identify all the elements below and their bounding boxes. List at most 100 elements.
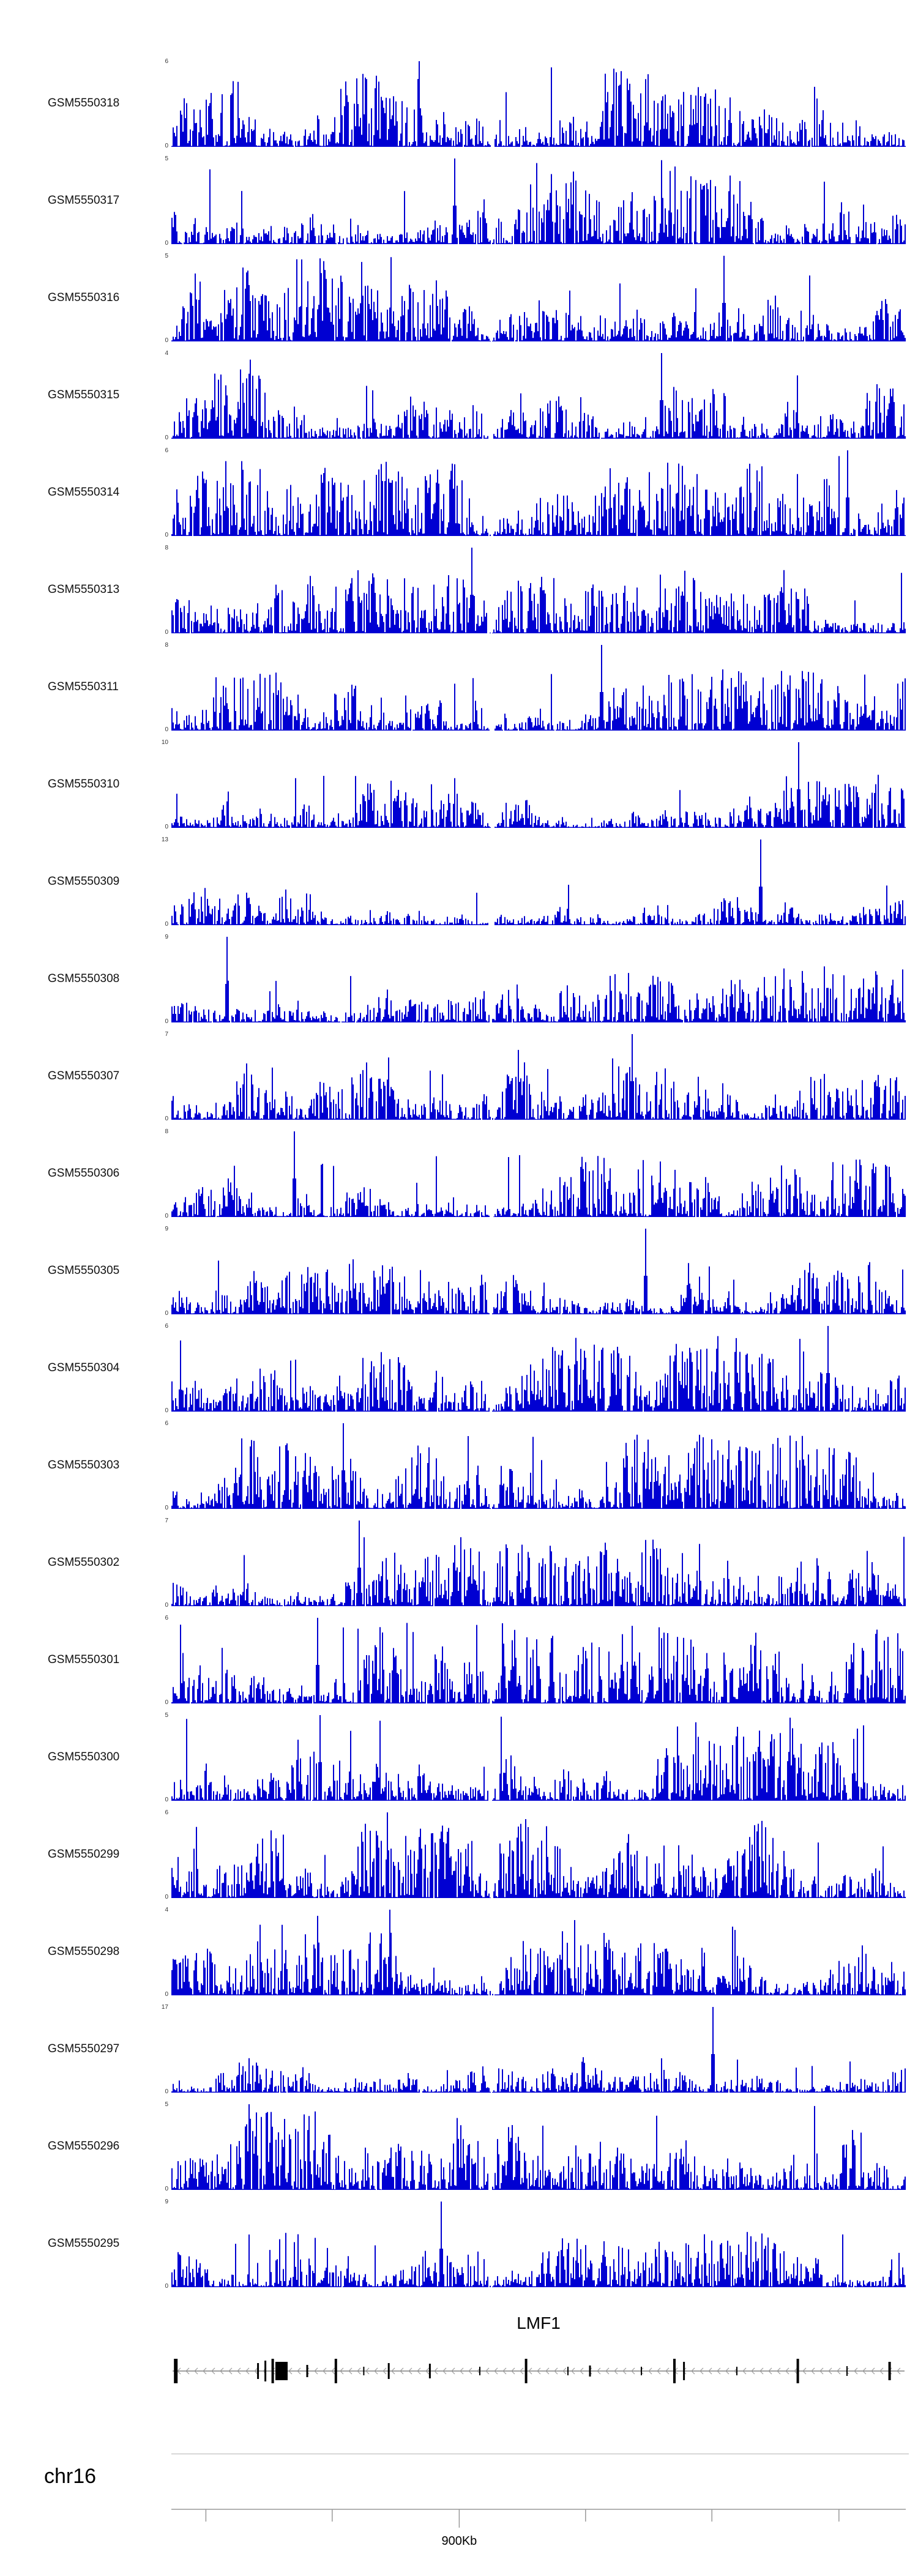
coverage-track: GSM5550314 6 0 xyxy=(0,448,918,548)
coverage-signal xyxy=(171,353,906,439)
coverage-signal xyxy=(171,61,906,147)
gene-name-label: LMF1 xyxy=(517,2314,561,2332)
coverage-signal xyxy=(171,742,906,828)
gene-annotation-track: LMF1 xyxy=(171,2310,906,2402)
coverage-track: GSM5550316 5 0 xyxy=(0,253,918,353)
y-axis-min-label: 0 xyxy=(165,629,168,636)
track-label: GSM5550310 xyxy=(48,778,120,791)
y-axis-min-label: 0 xyxy=(165,2088,168,2095)
exon-box xyxy=(264,2361,267,2381)
y-axis-max-label: 5 xyxy=(165,1712,168,1719)
y-axis-max-label: 9 xyxy=(165,1226,168,1232)
chromosome-label: chr16 xyxy=(44,2465,97,2488)
coverage-track: GSM5550298 4 0 xyxy=(0,1907,918,2007)
coverage-track: GSM5550297 17 0 xyxy=(0,2004,918,2104)
track-label: GSM5550300 xyxy=(48,1751,120,1763)
y-axis-min-label: 0 xyxy=(165,1699,168,1706)
exon-box xyxy=(363,2367,365,2375)
coverage-signal xyxy=(171,158,906,244)
track-label: GSM5550317 xyxy=(48,194,120,207)
coverage-track: GSM5550309 13 0 xyxy=(0,837,918,937)
coverage-track: GSM5550300 5 0 xyxy=(0,1713,918,1812)
exon-box xyxy=(673,2359,676,2383)
track-label: GSM5550302 xyxy=(48,1556,120,1569)
coverage-signal xyxy=(171,1618,906,1703)
coverage-signal xyxy=(171,2104,906,2190)
y-axis-max-label: 5 xyxy=(165,2101,168,2108)
track-label: GSM5550296 xyxy=(48,2140,120,2153)
y-axis-max-label: 17 xyxy=(161,2004,168,2011)
exon-box xyxy=(796,2359,799,2383)
track-label: GSM5550314 xyxy=(48,486,120,499)
y-axis-min-label: 0 xyxy=(165,824,168,830)
y-axis-max-label: 8 xyxy=(165,1128,168,1135)
exon-box xyxy=(524,2359,528,2383)
coverage-signal xyxy=(171,1812,906,1898)
exon-box xyxy=(479,2367,480,2375)
exon-box xyxy=(736,2367,737,2375)
coverage-signal xyxy=(171,256,906,341)
coverage-track: GSM5550317 5 0 xyxy=(0,156,918,256)
y-axis-max-label: 9 xyxy=(165,934,168,940)
coverage-plot: 13 0 xyxy=(162,837,906,928)
y-axis-min-label: 0 xyxy=(165,726,168,733)
track-label: GSM5550315 xyxy=(48,389,120,401)
exon-box xyxy=(334,2359,337,2383)
y-axis-max-label: 10 xyxy=(161,739,168,746)
coverage-track: GSM5550305 9 0 xyxy=(0,1226,918,1326)
y-axis-min-label: 0 xyxy=(165,2186,168,2192)
exon-box xyxy=(428,2364,431,2378)
track-label: GSM5550311 xyxy=(48,680,119,693)
track-label: GSM5550298 xyxy=(48,1945,120,1958)
y-axis-max-label: 4 xyxy=(165,350,168,357)
gene-structure xyxy=(171,2347,906,2395)
exon-box xyxy=(271,2359,274,2383)
exon-box xyxy=(683,2362,685,2380)
y-axis-max-label: 7 xyxy=(165,1517,168,1524)
track-label: GSM5550304 xyxy=(48,1361,120,1374)
y-axis-min-label: 0 xyxy=(165,1602,168,1609)
coverage-signal xyxy=(171,1034,906,1120)
ruler-ticks-svg xyxy=(171,2509,906,2528)
track-label: GSM5550305 xyxy=(48,1264,120,1277)
track-label: GSM5550318 xyxy=(48,97,120,110)
exon-box xyxy=(174,2359,178,2383)
y-axis-max-label: 9 xyxy=(165,2198,168,2205)
coverage-track: GSM5550315 4 0 xyxy=(0,351,918,450)
y-axis-min-label: 0 xyxy=(165,1894,168,1900)
coverage-signal xyxy=(171,1521,906,1606)
y-axis-min-label: 0 xyxy=(165,1407,168,1414)
exon-box xyxy=(589,2366,591,2377)
gene-structure-svg xyxy=(173,2359,905,2383)
coverage-signal xyxy=(171,1229,906,1314)
coverage-track: GSM5550296 5 0 xyxy=(0,2101,918,2202)
y-axis-max-label: 5 xyxy=(165,155,168,162)
y-axis-min-label: 0 xyxy=(165,337,168,344)
exon-box xyxy=(306,2365,308,2377)
coverage-track: GSM5550308 9 0 xyxy=(0,934,918,1034)
y-axis-max-label: 6 xyxy=(165,1420,168,1427)
coverage-signal xyxy=(171,1326,906,1412)
coverage-track: GSM5550299 6 0 xyxy=(0,1810,918,1910)
exon-box xyxy=(567,2367,569,2375)
track-label: GSM5550308 xyxy=(48,972,120,985)
exon-box xyxy=(888,2362,891,2380)
exon-box xyxy=(387,2363,390,2379)
coverage-track: GSM5550304 6 0 xyxy=(0,1323,918,1423)
y-axis-max-label: 6 xyxy=(165,1615,168,1621)
coverage-signal xyxy=(171,1910,906,1995)
y-axis-min-label: 0 xyxy=(165,921,168,928)
